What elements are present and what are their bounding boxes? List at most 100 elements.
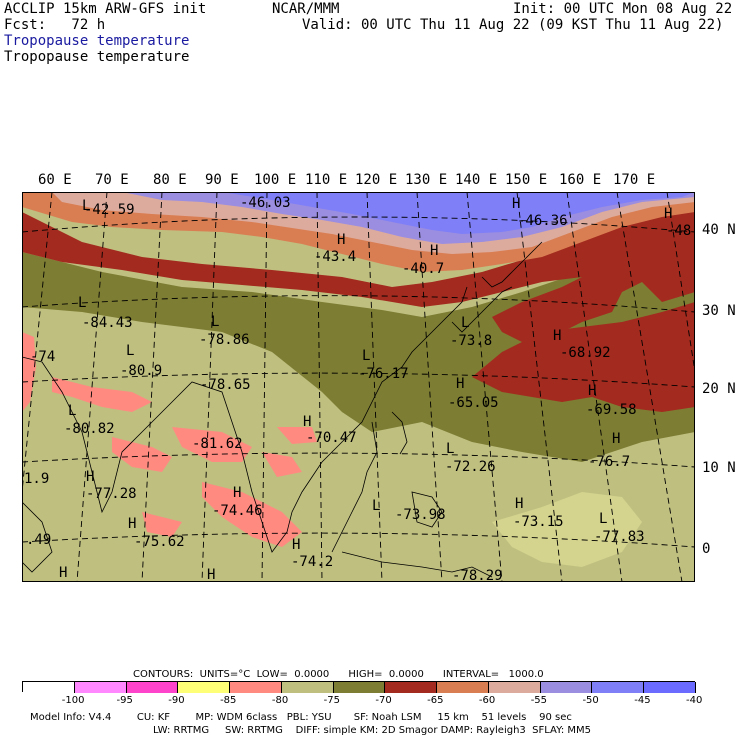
title-org: NCAR/MMM [272,1,340,17]
lat-label: 20 N [702,381,736,397]
map-value-label: -72.26 [445,459,496,475]
map-value-label: -74.2 [291,554,334,570]
colorbar-tick-label: -100 [61,695,85,706]
map-value-label: -65.05 [448,395,499,411]
field-speckles [492,492,642,567]
init-time: Init: 00 UTC Mon 08 Aug 22 [513,1,733,17]
map-marker: H [512,196,521,212]
map-marker: H [430,243,439,259]
colorbar-segment [74,682,127,693]
map-value-label: -77.83 [594,529,645,545]
map-marker: L [211,314,220,330]
map-marker: L [82,198,91,214]
colorbar-segment [385,682,438,693]
map-marker: H [59,565,68,581]
map-value-label: -77.28 [86,486,137,502]
map-marker: H [303,414,312,430]
map-value-label: -69.58 [586,402,637,418]
map-value-label: -78.29 [452,568,503,584]
colorbar-tick-label: -60 [478,695,496,706]
colorbar-segment [333,682,386,693]
map-value-label: -46.36 [517,213,568,229]
colorbar-tick-label: -45 [634,695,651,706]
map-marker: H [337,232,346,248]
colorbar-tick-label: -55 [530,695,548,706]
lon-label: 100 E [254,172,297,188]
contours-info: CONTOURS: UNITS=°C LOW= 0.0000 HIGH= 0.0… [133,669,544,680]
valid-time: Valid: 00 UTC Thu 11 Aug 22 (09 KST Thu … [302,17,724,33]
colorbar-segment [281,682,334,693]
forecast-hour: Fcst: 72 h [4,17,106,33]
map-value-label: -75.62 [134,534,185,550]
colorbar-tick-label: -65 [427,695,444,706]
lon-label: 110 E [305,172,348,188]
lon-label: 90 E [205,172,239,188]
lon-label: 150 E [505,172,548,188]
map-value-label: -73.15 [513,514,564,530]
lon-label: 140 E [455,172,498,188]
lon-label: 60 E [38,172,72,188]
field-blue-region [222,192,695,234]
lat-label: 40 N [702,222,736,238]
map-marker: L [68,403,77,419]
map-value-label: -68.92 [560,345,611,361]
colorbar-segment [23,682,75,693]
graticule [22,192,695,582]
map-value-label: -81.62 [192,436,243,452]
map-value-label: 1.9 [24,471,50,487]
colorbar-segment [592,682,645,693]
colorbar-segment [437,682,489,693]
lon-label: 80 E [153,172,187,188]
lon-label: 170 E [613,172,656,188]
colorbar-tick-label: -75 [323,695,340,706]
map-value-label: -73.8 [450,333,493,349]
map-marker: H [86,469,95,485]
colorbar [22,681,696,693]
map-value-label: -84.43 [82,315,133,331]
tropopause-map [22,192,695,582]
map-marker: L [599,511,608,527]
map-marker: H [553,328,562,344]
map-value-label: -48 [666,223,692,239]
map-marker: H [207,567,216,583]
field-title-contour: Tropopause temperature [4,49,190,65]
map-marker: L [126,343,135,359]
colorbar-segment [540,682,593,693]
colorbar-segment [178,682,231,693]
model-info-line1: Model Info: V4.4 CU: KF MP: WDM 6class P… [30,712,572,723]
map-marker: H [612,431,621,447]
field-redbrown-band [22,202,695,342]
colorbar-segment [126,682,179,693]
lat-label: 0 [702,541,711,557]
map-marker: H [456,376,465,392]
map-marker: H [233,485,242,501]
lon-label: 130 E [405,172,448,188]
map-marker: H [292,537,301,553]
map-frame [22,192,695,582]
colorbar-segment [644,682,696,693]
model-info-line2: LW: RRTMG SW: RRTMG DIFF: simple KM: 2D … [153,725,592,736]
lon-label: 70 E [95,172,129,188]
map-value-label: .49 [26,532,52,548]
map-value-label: -73.98 [395,507,446,523]
map-value-label: -40.7 [402,261,445,277]
colorbar-segment [488,682,541,693]
colorbar-tick-label: -90 [168,695,185,706]
colorbar-tick-label: -70 [375,695,392,706]
map-marker: H [664,206,673,222]
lat-label: 10 N [702,460,736,476]
map-value-label: -74.46 [212,503,263,519]
map-value-label: -76.17 [358,366,409,382]
map-value-label: -78.65 [200,377,251,393]
map-marker: H [588,383,597,399]
field-very-cold-patches [22,332,317,547]
map-value-label: -42.59 [84,202,135,218]
colorbar-tick-label: -80 [271,695,289,706]
map-value-label: -46.03 [240,195,291,211]
lat-label: 30 N [702,303,736,319]
colorbar-tick-label: -85 [220,695,237,706]
field-olive-band [22,232,695,462]
map-value-label: -70.47 [306,430,357,446]
field-title-shaded: Tropopause temperature [4,33,190,49]
map-marker: H [128,516,137,532]
